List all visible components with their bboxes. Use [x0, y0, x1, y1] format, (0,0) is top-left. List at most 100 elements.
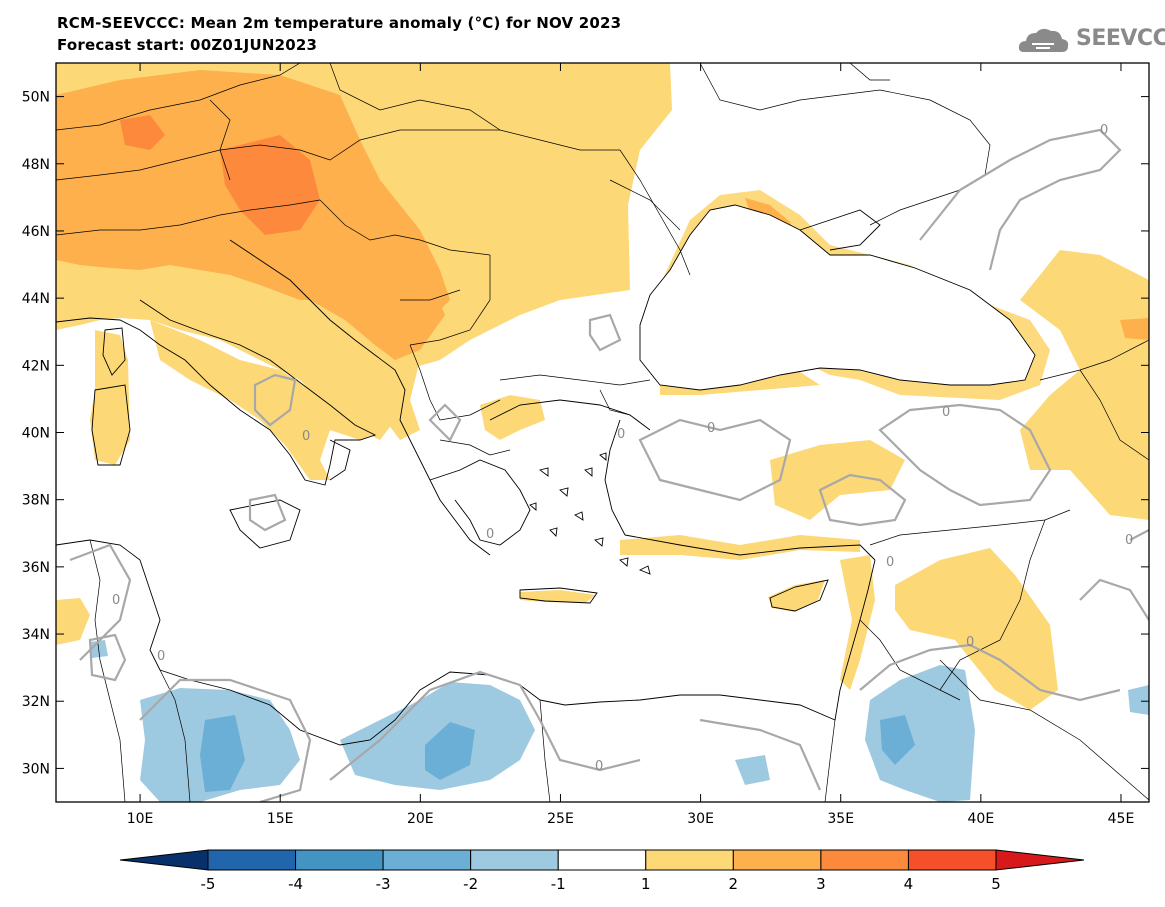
colorbar-segment — [470, 849, 559, 871]
logo-text: SEEVCCC — [1076, 26, 1165, 51]
colorbar-label: 3 — [816, 875, 826, 893]
lon-tick-label: 20E — [407, 811, 434, 827]
colorbar-segment — [207, 849, 297, 871]
lat-tick-label: 42N — [22, 358, 50, 374]
lon-tick-label: 10E — [127, 811, 154, 827]
lat-tick-label: 44N — [22, 291, 50, 307]
lon-tick-label: 30E — [687, 811, 714, 827]
crete-warm — [520, 590, 596, 603]
lon-tick-label: 15E — [267, 811, 294, 827]
corsica-sardinia-warm — [90, 330, 130, 465]
dalmatia-greece-coast-warm — [380, 340, 420, 440]
colorbar-label: 2 — [729, 875, 739, 893]
contour-label: 0 — [966, 635, 974, 650]
lat-tick-label: 32N — [22, 694, 50, 710]
iraq-cool — [1128, 685, 1149, 715]
corsica-coastline — [102, 327, 126, 376]
contour-label: 0 — [707, 421, 715, 436]
lon-tick-label: 40E — [968, 811, 995, 827]
levant-coastline — [834, 559, 876, 721]
bavaria-plus3 — [120, 115, 165, 150]
alps-plus3 — [220, 135, 320, 235]
latitude-axis: 50N 48N 46N 44N 42N 40N 38N 36N 34N 32N 30N — [22, 90, 1149, 777]
contour-label: 0 — [886, 555, 894, 570]
azov-coastline — [799, 209, 881, 251]
colorbar-arrow-low — [119, 849, 209, 871]
lon-tick-label: 35E — [827, 811, 854, 827]
cloud-logo-icon — [1018, 28, 1069, 52]
lat-tick-label: 40N — [22, 426, 50, 442]
adriatic-east-coastline — [229, 239, 491, 556]
egypt-cool — [735, 755, 770, 785]
syria-iraq-warm-region — [895, 548, 1058, 710]
turkey-west-coastline — [604, 419, 626, 536]
lon-tick-label: 25E — [547, 811, 574, 827]
contour-label: 0 — [486, 527, 494, 542]
contour-label: 0 — [112, 593, 120, 608]
country-borders — [56, 63, 1149, 802]
colorbar-segment — [732, 849, 822, 871]
map-title: RCM-SEEVCCC: Mean 2m temperature anomaly… — [57, 14, 622, 32]
tunisia-cool — [90, 640, 108, 658]
lat-tick-label: 36N — [22, 560, 50, 576]
colorbar-segment — [295, 849, 384, 871]
forecast-start-subtitle: Forecast start: 00Z01JUN2023 — [57, 36, 318, 54]
lat-tick-label: 30N — [22, 761, 50, 777]
lat-tick-label: 48N — [22, 157, 50, 173]
italy-adriatic-warm-strip — [150, 320, 372, 480]
aegean-north-coastline — [489, 399, 651, 431]
colorbar-segment — [645, 849, 734, 871]
sardinia-coastline — [91, 384, 131, 466]
aegean-north-coast-warm — [480, 395, 545, 440]
cyrenaica-cooler — [425, 722, 475, 780]
jordan-cooler — [880, 715, 915, 765]
contour-label: 0 — [595, 759, 603, 774]
map-area: 0 0 0 0 0 0 0 0 0 0 0 0 — [56, 63, 1149, 802]
contour-label: 0 — [157, 649, 165, 664]
contour-label: 0 — [617, 427, 625, 442]
balkan-plus2 — [290, 200, 445, 360]
colorbar-arrow-high — [995, 849, 1085, 871]
greece-coastline — [429, 459, 531, 546]
contour-label: 0 — [1125, 533, 1133, 548]
caucasus-plus2 — [1120, 318, 1149, 340]
anomaly-field-neg2 — [200, 715, 915, 792]
aegean-islands — [529, 452, 651, 575]
colorbar-label: -1 — [551, 875, 566, 893]
contour-label: 0 — [1100, 123, 1108, 138]
colorbar-label: -3 — [376, 875, 391, 893]
contour-label: 0 — [942, 405, 950, 420]
colorbar-label: -5 — [201, 875, 216, 893]
contour-label: 0 — [302, 429, 310, 444]
lat-tick-label: 34N — [22, 627, 50, 643]
tunisia-coast-warm — [56, 598, 90, 645]
lon-tick-label: 45E — [1108, 811, 1135, 827]
caucasus-warm-region — [1020, 250, 1149, 520]
anatolia-south-coast-warm — [620, 535, 860, 560]
colorbar-label: 4 — [904, 875, 914, 893]
zero-anomaly-contours — [69, 128, 1149, 802]
crete-coastline — [519, 587, 598, 604]
black-sea-coastline — [639, 204, 1036, 391]
colorbar: -5 -4 -3 -2 -1 1 2 3 4 5 — [119, 849, 1085, 893]
sicily-coastline — [229, 499, 301, 549]
levant-coast-warm — [840, 555, 875, 690]
jordan-arabia-cool — [865, 665, 975, 802]
cyprus-coastline — [769, 579, 829, 612]
anatolia-warm-patch — [770, 440, 905, 520]
colorbar-label: -4 — [288, 875, 303, 893]
colorbar-label: -2 — [463, 875, 478, 893]
colorbar-segment — [382, 849, 472, 871]
longitude-axis: 10E 15E 20E 25E 30E 35E 40E 45E — [127, 63, 1135, 827]
libya-west-cooler — [200, 715, 245, 792]
italy-heel-coastline — [329, 439, 351, 481]
egypt-coastline — [539, 694, 836, 721]
turkey-south-coastline — [624, 534, 876, 561]
cyprus-warm — [768, 580, 825, 612]
colorbar-label: 1 — [641, 875, 651, 893]
colorbar-label: 5 — [991, 875, 1001, 893]
lat-tick-label: 50N — [22, 90, 50, 106]
lat-tick-label: 46N — [22, 224, 50, 240]
tunisia-coastline — [56, 539, 161, 671]
colorbar-segment — [557, 849, 647, 871]
